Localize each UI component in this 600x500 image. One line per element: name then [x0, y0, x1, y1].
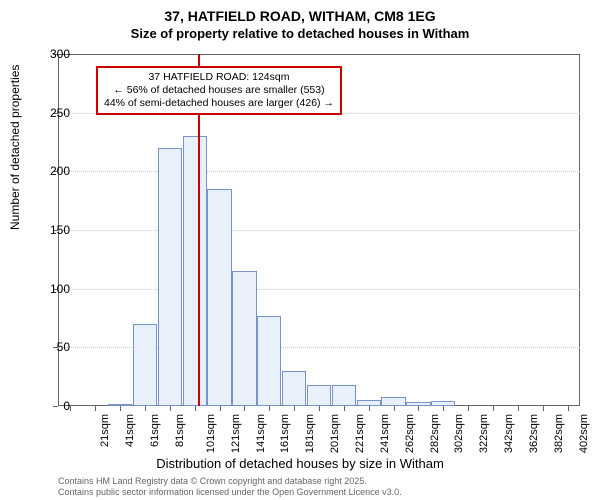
x-tick-mark [319, 406, 320, 411]
x-tick-label: 402sqm [578, 414, 590, 453]
x-tick-label: 262sqm [404, 414, 416, 453]
x-tick-label: 121sqm [230, 414, 242, 453]
y-tick-label: 250 [50, 106, 70, 120]
x-tick-label: 302sqm [454, 414, 466, 453]
histogram-bar [257, 316, 281, 406]
chart-title-main: 37, HATFIELD ROAD, WITHAM, CM8 1EG [0, 0, 600, 24]
footer-line-1: Contains HM Land Registry data © Crown c… [58, 476, 402, 487]
x-tick-label: 241sqm [379, 414, 391, 453]
x-tick-label: 382sqm [553, 414, 565, 453]
x-tick-label: 342sqm [503, 414, 515, 453]
y-axis-label: Number of detached properties [8, 65, 22, 230]
x-tick-mark [95, 406, 96, 411]
histogram-bar [207, 189, 231, 406]
x-tick-mark [220, 406, 221, 411]
x-tick-mark [344, 406, 345, 411]
histogram-bar [133, 324, 157, 406]
annotation-box: 37 HATFIELD ROAD: 124sqm← 56% of detache… [96, 66, 342, 115]
x-tick-label: 181sqm [304, 414, 316, 453]
x-tick-mark [493, 406, 494, 411]
gridline-h [58, 289, 580, 290]
y-tick-label: 100 [50, 282, 70, 296]
x-tick-label: 161sqm [280, 414, 292, 453]
x-tick-mark [269, 406, 270, 411]
histogram-bar [232, 271, 256, 406]
y-tick-label: 150 [50, 223, 70, 237]
x-tick-mark [294, 406, 295, 411]
x-tick-label: 322sqm [478, 414, 490, 453]
x-tick-mark [568, 406, 569, 411]
x-tick-mark [543, 406, 544, 411]
annotation-line: 44% of semi-detached houses are larger (… [104, 97, 334, 110]
y-tick-label: 0 [63, 399, 70, 413]
x-tick-label: 61sqm [149, 414, 161, 447]
x-tick-mark [120, 406, 121, 411]
histogram-bar [332, 385, 356, 406]
gridline-h [58, 230, 580, 231]
x-tick-label: 41sqm [124, 414, 136, 447]
histogram-bar [158, 148, 182, 406]
footer-line-2: Contains public sector information licen… [58, 487, 402, 498]
histogram-bar [381, 397, 405, 406]
x-tick-mark [70, 406, 71, 411]
x-tick-label: 221sqm [354, 414, 366, 453]
x-tick-mark [418, 406, 419, 411]
x-tick-mark [518, 406, 519, 411]
x-tick-label: 81sqm [174, 414, 186, 447]
x-tick-mark [443, 406, 444, 411]
x-tick-label: 362sqm [528, 414, 540, 453]
x-tick-label: 282sqm [429, 414, 441, 453]
x-tick-label: 21sqm [99, 414, 111, 447]
annotation-line: ← 56% of detached houses are smaller (55… [104, 84, 334, 97]
x-tick-label: 141sqm [255, 414, 267, 453]
footer-attribution: Contains HM Land Registry data © Crown c… [58, 476, 402, 498]
chart-title-sub: Size of property relative to detached ho… [0, 24, 600, 45]
histogram-bar [282, 371, 306, 406]
y-tick-label: 50 [57, 340, 70, 354]
x-tick-label: 201sqm [329, 414, 341, 453]
y-tick-label: 200 [50, 164, 70, 178]
x-tick-mark [468, 406, 469, 411]
y-tick-mark [53, 406, 58, 407]
x-tick-mark [244, 406, 245, 411]
annotation-line: 37 HATFIELD ROAD: 124sqm [104, 71, 334, 84]
histogram-bar [183, 136, 207, 406]
x-tick-label: 101sqm [205, 414, 217, 453]
x-tick-mark [145, 406, 146, 411]
x-axis-label: Distribution of detached houses by size … [0, 456, 600, 471]
x-tick-mark [394, 406, 395, 411]
x-tick-mark [369, 406, 370, 411]
x-tick-mark [195, 406, 196, 411]
x-tick-mark [170, 406, 171, 411]
y-tick-label: 300 [50, 47, 70, 61]
gridline-h [58, 171, 580, 172]
histogram-bar [307, 385, 331, 406]
chart-plot-area: 37 HATFIELD ROAD: 124sqm← 56% of detache… [58, 54, 580, 406]
